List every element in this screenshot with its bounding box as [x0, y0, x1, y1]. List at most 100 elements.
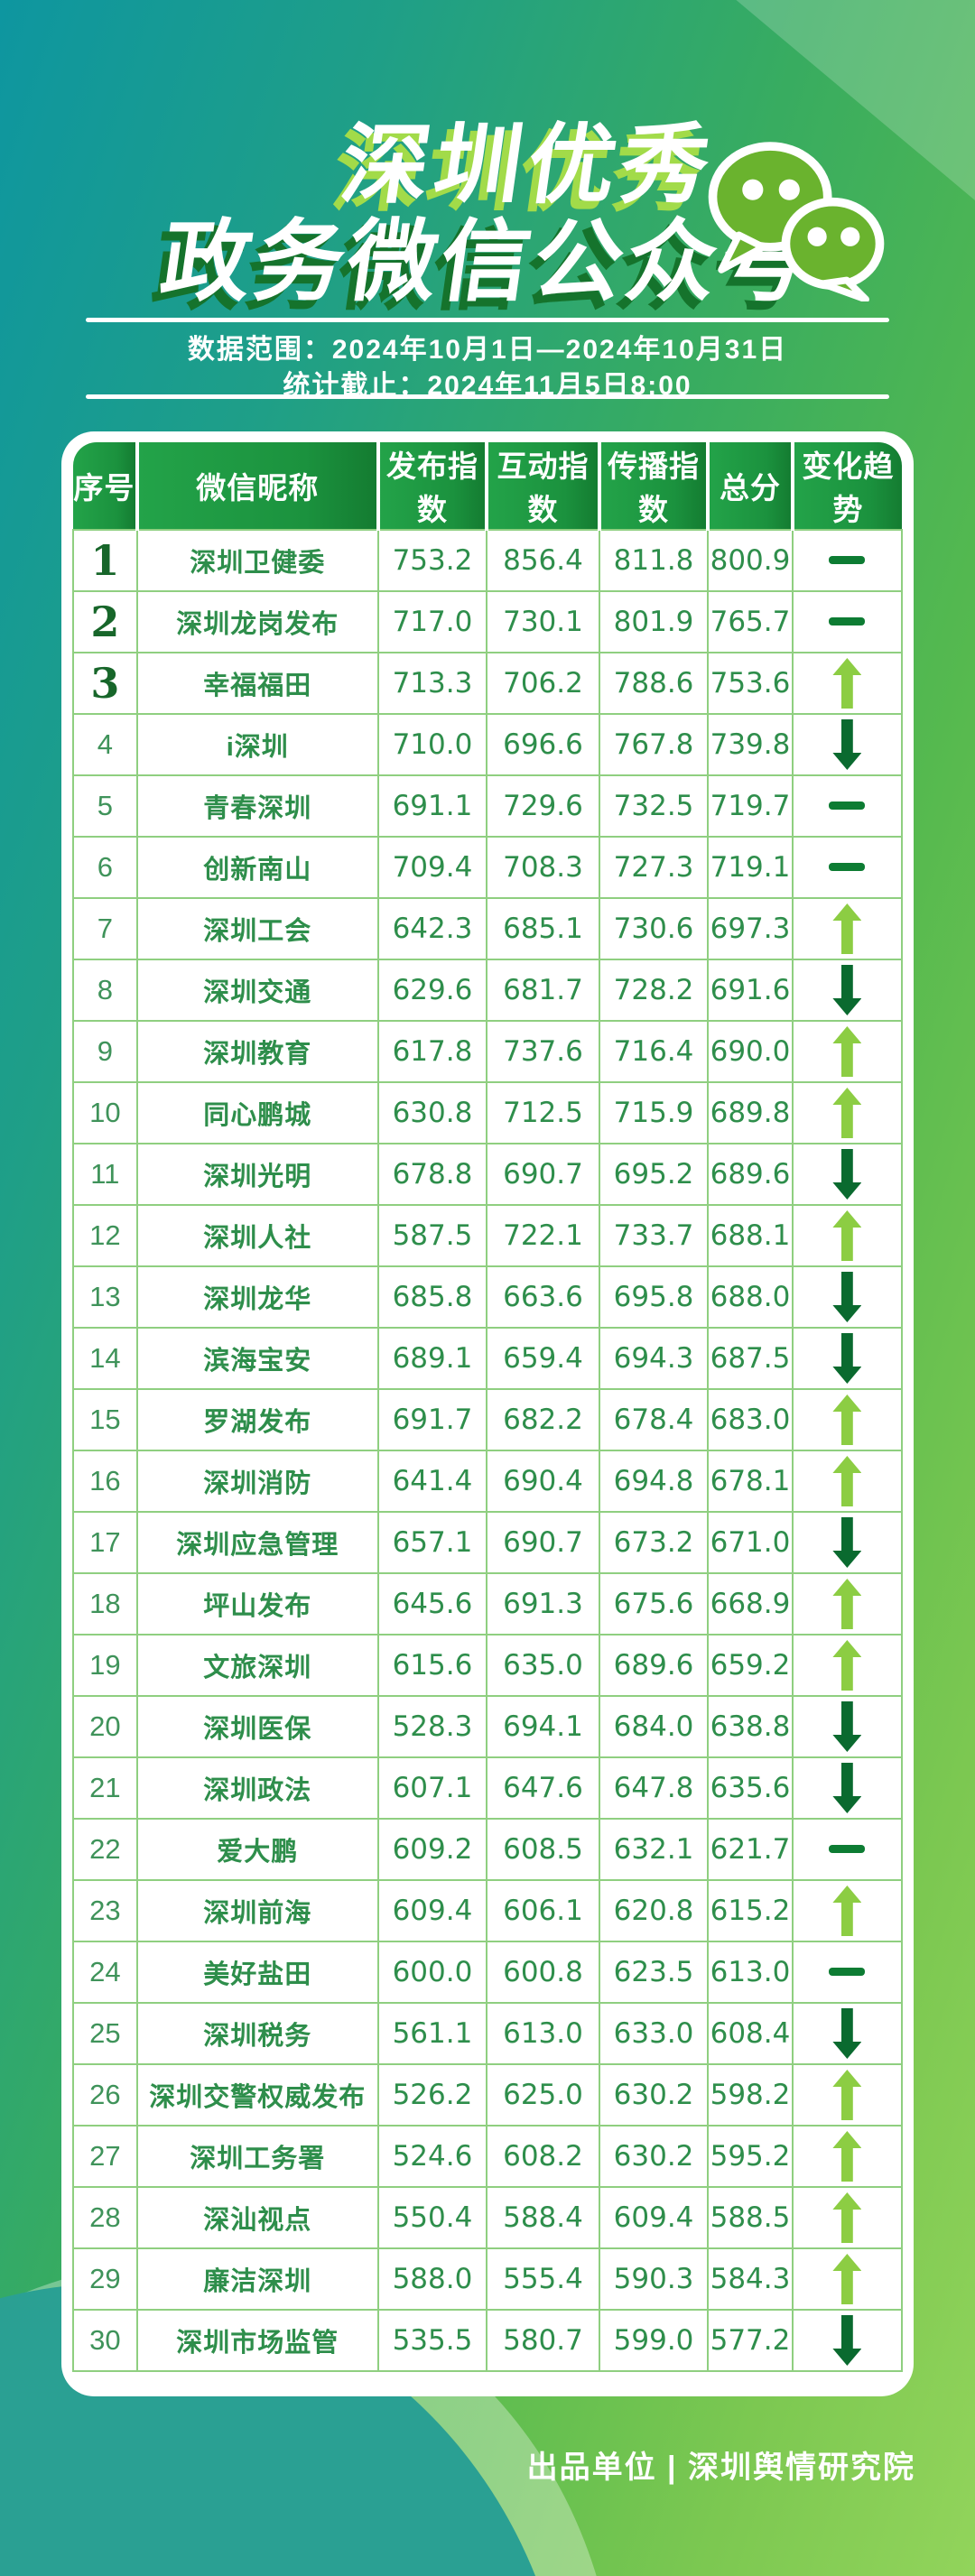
account-name-cell: 深圳光明 — [135, 1143, 379, 1206]
trend-down-icon — [832, 1333, 862, 1384]
interact-index-cell: 690.7 — [486, 1143, 600, 1206]
trend-up-icon — [832, 658, 862, 709]
rank-cell: 10 — [72, 1081, 138, 1144]
total-score-cell: 588.5 — [707, 2186, 794, 2249]
table-header-row: 序号 微信昵称 发布指数 互动指数 传播指数 总分 变化趋势 — [73, 442, 902, 530]
account-name-cell: 深圳教育 — [135, 1020, 379, 1083]
rank-cell: 13 — [72, 1265, 138, 1329]
account-name-cell: 深汕视点 — [135, 2186, 379, 2249]
total-score-cell: 671.0 — [707, 1511, 794, 1574]
trend-cell — [791, 652, 904, 715]
interact-index-cell: 856.4 — [486, 529, 600, 592]
trend-down-icon — [832, 2008, 862, 2059]
trend-cell — [791, 1143, 904, 1206]
trend-cell — [791, 1572, 904, 1635]
table-row: 29 廉洁深圳 588.0 555.4 590.3 584.3 — [72, 2247, 904, 2311]
rank-cell: 17 — [72, 1511, 138, 1574]
trend-cell — [791, 1020, 904, 1083]
trend-cell — [791, 836, 904, 899]
total-score-cell: 595.2 — [707, 2125, 794, 2188]
spread-index-cell: 694.3 — [598, 1327, 710, 1390]
publish-index-cell: 645.6 — [376, 1572, 488, 1635]
spread-index-cell: 694.8 — [598, 1450, 710, 1513]
interact-index-cell: 647.6 — [486, 1756, 600, 1820]
publish-index-cell: 642.3 — [376, 897, 488, 960]
trend-flat-icon — [829, 1968, 866, 1977]
column-header-total: 总分 — [706, 442, 793, 530]
rank-cell: 14 — [72, 1327, 138, 1390]
column-header-trend: 变化趋势 — [790, 442, 902, 530]
trend-down-icon — [832, 965, 862, 1015]
spread-index-cell: 728.2 — [598, 959, 710, 1022]
rank-cell: 20 — [72, 1695, 138, 1758]
ranking-table: 序号 微信昵称 发布指数 互动指数 传播指数 总分 变化趋势 1 深圳卫健委 753… — [72, 442, 904, 2372]
table-row: 30 深圳市场监管 535.5 580.7 599.0 577.2 — [72, 2309, 904, 2372]
account-name-cell: 深圳交通 — [135, 959, 379, 1022]
total-score-cell: 688.1 — [707, 1204, 794, 1267]
interact-index-cell: 712.5 — [486, 1081, 600, 1144]
rank-cell: 18 — [72, 1572, 138, 1635]
table-row: 12 深圳人社 587.5 722.1 733.7 688.1 — [72, 1204, 904, 1267]
trend-flat-icon — [829, 802, 866, 811]
spread-index-cell: 811.8 — [598, 529, 710, 592]
table-row: 9 深圳教育 617.8 737.6 716.4 690.0 — [72, 1020, 904, 1083]
account-name-cell: 罗湖发布 — [135, 1388, 379, 1451]
trend-cell — [791, 1634, 904, 1697]
interact-index-cell: 555.4 — [486, 2247, 600, 2311]
spread-index-cell: 673.2 — [598, 1511, 710, 1574]
spread-index-cell: 620.8 — [598, 1879, 710, 1942]
account-name-cell: 深圳交警权威发布 — [135, 2063, 379, 2127]
trend-cell — [791, 1450, 904, 1513]
total-score-cell: 800.9 — [707, 529, 794, 592]
interact-index-cell: 659.4 — [486, 1327, 600, 1390]
account-name-cell: 美好盐田 — [135, 1941, 379, 2004]
total-score-cell: 753.6 — [707, 652, 794, 715]
trend-up-icon — [832, 1395, 862, 1445]
trend-cell — [791, 590, 904, 653]
spread-index-cell: 695.8 — [598, 1265, 710, 1329]
trend-up-icon — [832, 1579, 862, 1629]
account-name-cell: 深圳税务 — [135, 2002, 379, 2065]
publish-index-cell: 691.7 — [376, 1388, 488, 1451]
table-row: 16 深圳消防 641.4 690.4 694.8 678.1 — [72, 1450, 904, 1513]
account-name-cell: 文旅深圳 — [135, 1634, 379, 1697]
rank-cell: 23 — [72, 1879, 138, 1942]
table-row: 8 深圳交通 629.6 681.7 728.2 691.6 — [72, 959, 904, 1022]
interact-index-cell: 696.6 — [486, 713, 600, 776]
total-score-cell: 688.0 — [707, 1265, 794, 1329]
interact-index-cell: 613.0 — [486, 2002, 600, 2065]
interact-index-cell: 694.1 — [486, 1695, 600, 1758]
trend-cell — [791, 2063, 904, 2127]
interact-index-cell: 690.4 — [486, 1450, 600, 1513]
account-name-cell: 爱大鹏 — [135, 1818, 379, 1881]
column-header-name: 微信昵称 — [135, 442, 378, 530]
trend-up-icon — [832, 1456, 862, 1506]
trend-cell — [791, 1818, 904, 1881]
publish-index-cell: 691.1 — [376, 774, 488, 838]
total-score-cell: 608.4 — [707, 2002, 794, 2065]
spread-index-cell: 630.2 — [598, 2125, 710, 2188]
rank-cell: 7 — [72, 897, 138, 960]
total-score-cell: 689.6 — [707, 1143, 794, 1206]
trend-up-icon — [832, 2192, 862, 2243]
total-score-cell: 765.7 — [707, 590, 794, 653]
publish-index-cell: 630.8 — [376, 1081, 488, 1144]
publish-index-cell: 641.4 — [376, 1450, 488, 1513]
total-score-cell: 659.2 — [707, 1634, 794, 1697]
table-row: 25 深圳税务 561.1 613.0 633.0 608.4 — [72, 2002, 904, 2065]
account-name-cell: 幸福福田 — [135, 652, 379, 715]
table-row: 20 深圳医保 528.3 694.1 684.0 638.8 — [72, 1695, 904, 1758]
total-score-cell: 719.7 — [707, 774, 794, 838]
interact-index-cell: 722.1 — [486, 1204, 600, 1267]
table-row: 24 美好盐田 600.0 600.8 623.5 613.0 — [72, 1941, 904, 2004]
account-name-cell: 深圳前海 — [135, 1879, 379, 1942]
spread-index-cell: 733.7 — [598, 1204, 710, 1267]
ranking-table-card: 序号 微信昵称 发布指数 互动指数 传播指数 总分 变化趋势 1 深圳卫健委 753… — [61, 431, 914, 2396]
table-row: 18 坪山发布 645.6 691.3 675.6 668.9 — [72, 1572, 904, 1635]
spread-index-cell: 630.2 — [598, 2063, 710, 2127]
spread-index-cell: 689.6 — [598, 1634, 710, 1697]
trend-cell — [791, 2002, 904, 2065]
total-score-cell: 739.8 — [707, 713, 794, 776]
rank-cell: 26 — [72, 2063, 138, 2127]
table-row: 10 同心鹏城 630.8 712.5 715.9 689.8 — [72, 1081, 904, 1144]
